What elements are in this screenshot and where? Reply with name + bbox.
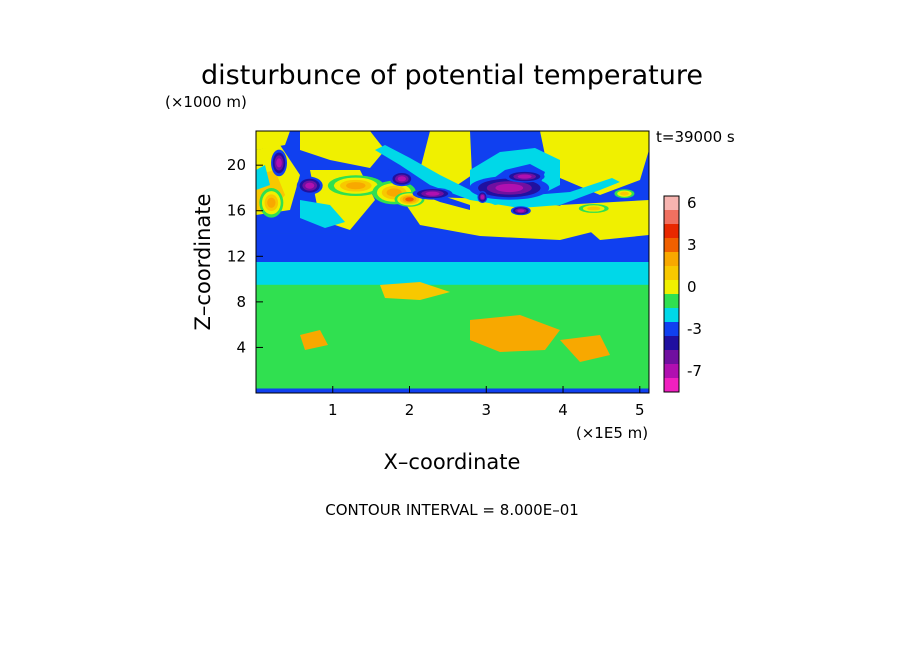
colorbar-swatch — [664, 280, 679, 294]
cold-streak — [256, 165, 270, 190]
warm-patch — [256, 131, 290, 150]
colorbar-label: 6 — [687, 194, 697, 212]
z-unit-label: (×1000 m) — [165, 93, 247, 111]
time-label: t=39000 s — [656, 128, 735, 146]
field-blob — [405, 197, 414, 202]
field-blob — [305, 182, 315, 189]
colorbar-swatch — [664, 294, 679, 308]
colorbar-swatch — [664, 308, 679, 322]
colorbar: 6 3 0 -3 -7 — [663, 194, 702, 393]
warm-blotch — [300, 330, 328, 350]
chart-title: disturbunce of potential temperature — [201, 60, 703, 91]
x-tick-label: 3 — [482, 401, 492, 419]
field-blob — [495, 183, 524, 193]
x-tick-label: 5 — [635, 401, 645, 419]
x-tick-label: 2 — [405, 401, 415, 419]
y-tick-label: 12 — [227, 247, 246, 265]
field-blob — [517, 209, 525, 213]
field-layer — [256, 284, 649, 342]
field-blob — [386, 188, 402, 197]
colorbar-label: -7 — [687, 362, 702, 380]
field-layer — [256, 388, 649, 393]
colorbar-swatch — [664, 322, 679, 336]
field-features — [259, 149, 635, 218]
contour-interval-label: CONTOUR INTERVAL = 8.000E–01 — [325, 501, 579, 519]
colorbar-swatch — [664, 378, 679, 392]
warm-patch — [300, 131, 385, 168]
colorbar-label: 3 — [687, 236, 697, 254]
field-blob — [397, 176, 407, 182]
colorbar-swatch — [664, 364, 679, 378]
colorbar-swatch — [664, 350, 679, 364]
field-blob — [587, 206, 601, 211]
y-tick-label: 8 — [236, 293, 246, 311]
field-area — [256, 131, 649, 393]
field-blob — [276, 158, 282, 168]
y-axis-label: Z–coordinate — [191, 194, 215, 331]
warm-blotch — [560, 335, 610, 362]
field-blob — [425, 191, 440, 196]
colorbar-swatch — [664, 196, 679, 210]
colorbar-swatch — [664, 266, 679, 280]
upper-warm-patches — [256, 131, 649, 240]
x-unit-label: (×1E5 m) — [576, 424, 648, 442]
colorbar-swatch — [664, 252, 679, 266]
plot-frame — [255, 130, 650, 394]
field-layer — [256, 262, 649, 285]
colorbar-frame — [663, 195, 680, 393]
colorbar-swatch — [664, 224, 679, 238]
x-tick-label: 4 — [558, 401, 568, 419]
y-tick-label: 16 — [227, 202, 246, 220]
lower-warm-patches — [300, 282, 610, 362]
x-tick-label: 1 — [328, 401, 338, 419]
field-blob — [267, 197, 276, 208]
colorbar-label: 0 — [687, 278, 697, 296]
cold-streak — [300, 200, 345, 228]
field-blob — [480, 195, 485, 200]
y-tick-label: 4 — [236, 338, 246, 356]
warm-patch — [540, 131, 649, 195]
y-tick-label: 20 — [227, 156, 246, 174]
colorbar-swatch — [664, 210, 679, 224]
colorbar-swatch — [664, 238, 679, 252]
field-blob — [620, 191, 629, 196]
colorbar-swatch — [664, 336, 679, 350]
warm-blotch — [380, 282, 450, 300]
colorbar-label: -3 — [687, 320, 702, 338]
warm-blotch — [470, 315, 560, 352]
field-layer — [256, 233, 649, 262]
field-blob — [517, 174, 532, 179]
x-axis-label: X–coordinate — [384, 450, 521, 474]
field-blob — [346, 182, 366, 190]
